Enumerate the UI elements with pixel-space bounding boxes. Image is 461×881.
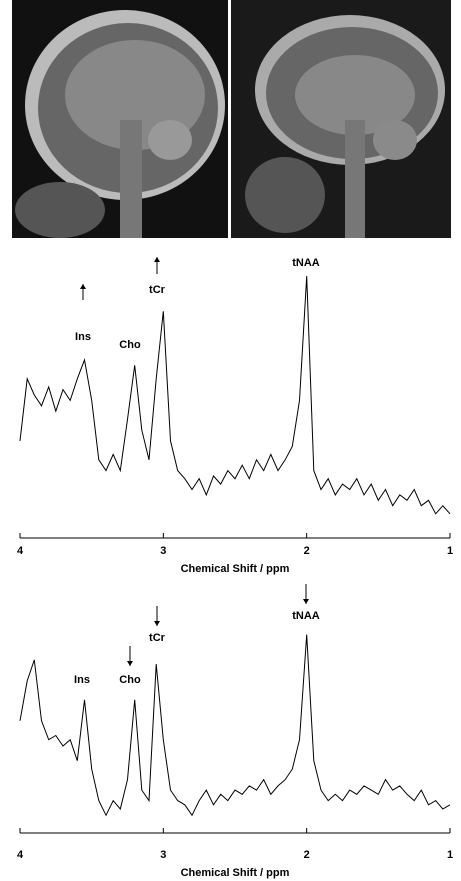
x-tick-label: 2 <box>304 849 310 861</box>
peak-label: tNAA <box>292 610 320 622</box>
mri-right <box>231 0 451 238</box>
peak-label: Cho <box>119 674 141 686</box>
mri-left <box>12 0 228 238</box>
x-tick-label: 4 <box>17 849 24 861</box>
peak-label: tCr <box>149 632 166 644</box>
x-tick-label: 1 <box>447 849 453 861</box>
peak-label: tNAA <box>292 257 320 269</box>
x-tick-label: 4 <box>17 545 24 557</box>
arrow-head <box>154 257 160 262</box>
arrow-head <box>127 661 133 666</box>
peak-label: tCr <box>149 284 166 296</box>
arrow-head <box>154 621 160 626</box>
arrow-head <box>303 599 309 604</box>
x-tick-label: 1 <box>447 545 453 557</box>
x-axis-label: Chemical Shift / ppm <box>181 563 290 575</box>
x-tick-label: 3 <box>160 849 166 861</box>
peak-label: Cho <box>119 339 141 351</box>
x-tick-label: 3 <box>160 545 166 557</box>
x-tick-label: 2 <box>304 545 310 557</box>
x-axis-label: Chemical Shift / ppm <box>181 867 290 879</box>
peak-label: Ins <box>75 331 91 343</box>
spectrum-line <box>19 276 451 515</box>
spectrum-line <box>19 634 451 817</box>
peak-label: Ins <box>74 674 90 686</box>
arrow-head <box>80 284 86 289</box>
